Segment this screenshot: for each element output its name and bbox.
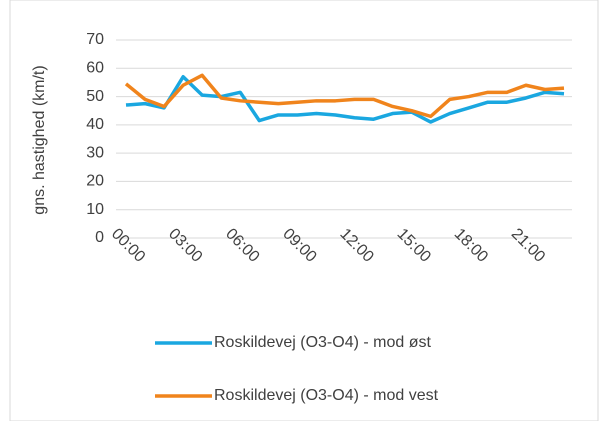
y-tick-label: 0 <box>95 229 104 246</box>
series-line <box>124 73 565 119</box>
y-tick-label: 50 <box>86 88 104 105</box>
y-tick-label: 40 <box>86 116 104 133</box>
series-line <box>125 75 565 124</box>
y-axis-label: gns. hastighed (km/t) <box>31 65 48 214</box>
y-tick-label: 20 <box>86 173 104 190</box>
y-tick-label: 60 <box>86 60 104 77</box>
y-tick-label: 30 <box>86 144 104 161</box>
legend-label: Roskildevej (O3-O4) - mod vest <box>214 387 439 404</box>
y-tick-label: 70 <box>86 31 104 48</box>
legend-label: Roskildevej (O3-O4) - mod øst <box>214 334 431 351</box>
y-tick-label: 10 <box>86 201 104 218</box>
chart-frame <box>9 0 599 421</box>
